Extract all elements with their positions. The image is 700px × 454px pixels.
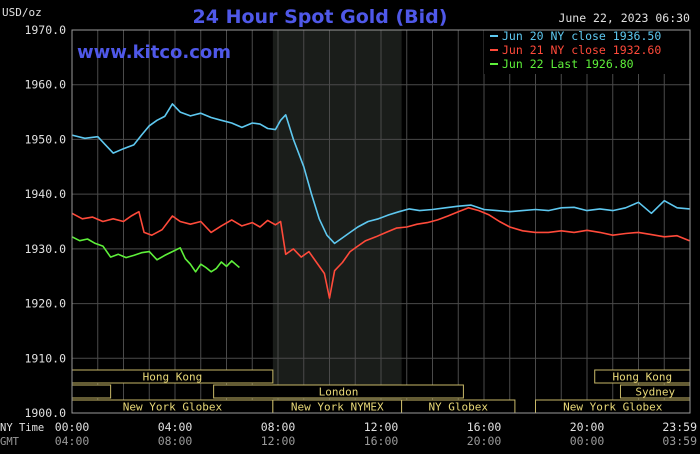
y-unit-label: USD/oz (2, 6, 42, 19)
market-session-label: Hong Kong (143, 371, 203, 384)
market-session-label: New York Globex (563, 401, 663, 414)
x-tick-label-gmt: 20:00 (467, 434, 502, 448)
axes: 1970.0 1960.0 1950.0 1940.0 1930.0 1920.0 1910… (0, 23, 697, 448)
x-tick-label-gmt: 00:00 (570, 434, 605, 448)
series-line-3 (71, 236, 240, 273)
y-tick-label: 1910.0 (24, 351, 66, 365)
series-line-1 (71, 103, 690, 245)
x-tick-label-gmt: 16:00 (364, 434, 399, 448)
market-session-label: London (319, 386, 359, 399)
legend-entry: Jun 21 NY close 1932.60 (502, 43, 661, 57)
market-session-box (71, 384, 112, 399)
plot-area (71, 29, 690, 414)
market-session-label: New York Globex (123, 401, 223, 414)
x-tick-label-ny: 08:00 (261, 420, 296, 434)
chart-title: 24 Hour Spot Gold (Bid) (193, 6, 448, 28)
market-session-label: Hong Kong (613, 371, 673, 384)
y-tick-label: 1960.0 (24, 78, 66, 92)
plot-frame (71, 29, 691, 414)
y-tick-label: 1950.0 (24, 132, 66, 146)
y-tick-label: 1930.0 (24, 242, 66, 256)
legend-entry: Jun 22 Last 1926.80 (502, 57, 634, 71)
x-axis-row-label: NY Time (0, 422, 44, 434)
timestamp: June 22, 2023 06:30 (558, 11, 690, 25)
x-tick-label-ny: 00:00 (55, 420, 90, 434)
x-tick-label-gmt: 04:00 (55, 434, 90, 448)
x-tick-label-gmt: 12:00 (261, 434, 296, 448)
x-tick-label-gmt: 03:59 (662, 434, 697, 448)
market-session-box (213, 384, 464, 399)
y-tick-label: 1900.0 (24, 406, 66, 420)
market-session-label: Sydney (635, 386, 675, 399)
market-hours: Hong Kong Hong Kong London Sydney New York G… (71, 369, 691, 414)
legend-entry: Jun 20 NY close 1936.50 (502, 29, 661, 43)
y-tick-label: 1920.0 (24, 297, 66, 311)
x-tick-label-ny: 12:00 (364, 420, 399, 434)
x-tick-label-ny: 04:00 (158, 420, 193, 434)
y-tick-label: 1940.0 (24, 187, 66, 201)
x-tick-label-ny: 23:59 (662, 420, 697, 434)
x-tick-label-ny: 20:00 (570, 420, 605, 434)
x-tick-label-ny: 16:00 (467, 420, 502, 434)
market-session-label: New York NYMEX (291, 401, 384, 414)
x-tick-label-gmt: 08:00 (158, 434, 193, 448)
legend-box (484, 28, 684, 74)
x-axis-row-label: GMT (0, 436, 20, 448)
kitco-watermark: www.kitco.com (77, 42, 231, 63)
series-line-2 (71, 207, 690, 299)
y-tick-label: 1970.0 (24, 23, 66, 37)
market-session-label: NY Globex (428, 401, 488, 414)
session-highlight (272, 30, 402, 413)
